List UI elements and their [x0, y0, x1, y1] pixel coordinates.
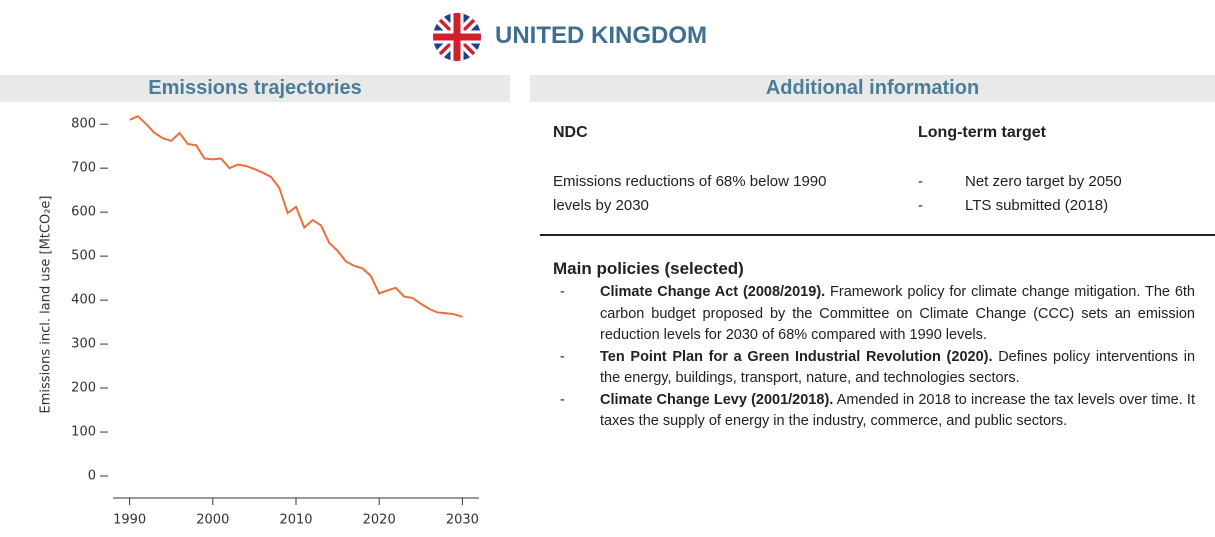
- lt-list: - Net zero target by 2050 - LTS submitted …: [918, 173, 1122, 214]
- policies-list: - Climate Change Act (2008/2019). Framewo…: [553, 282, 1195, 433]
- section-header: Additional information: [530, 75, 1215, 102]
- lt-item: LTS submitted (2018): [965, 197, 1109, 214]
- x-tick-label: 2000: [196, 513, 229, 528]
- y-tick-label: 200: [71, 381, 96, 396]
- x-tick-label: 1990: [113, 513, 146, 528]
- ndc-text: Emissions reductions of 68% below 1990 l…: [553, 173, 827, 214]
- policies-heading: Main policies (selected): [553, 259, 744, 278]
- y-tick-label: 600: [71, 205, 96, 220]
- y-axis-label: Emissions incl. land use [MtCO₂e]: [39, 196, 54, 414]
- divider: [540, 234, 1215, 236]
- lt-heading: Long-term target: [918, 124, 1046, 141]
- policy: - Climate Change Levy (2001/2018). Amende…: [560, 391, 1195, 430]
- y-tick-label: 800: [71, 117, 96, 132]
- y-tick-label: 400: [71, 293, 96, 308]
- policy-name: Climate Change Act (2008/2019).: [600, 284, 826, 300]
- x-tick-label: 2030: [446, 513, 479, 528]
- section-header: Emissions trajectories: [0, 75, 510, 102]
- policy-name: Ten Point Plan for a Green Industrial Re…: [600, 348, 993, 365]
- y-tick-label: 700: [71, 161, 96, 176]
- policy: - Climate Change Act (2008/2019). Framewo…: [560, 284, 1195, 343]
- y-tick-label: 300: [71, 337, 96, 352]
- flag: [433, 13, 481, 61]
- line: [129, 115, 463, 318]
- lt-item: Net zero target by 2050: [965, 173, 1122, 190]
- policy-text: Framework policy for climate change miti…: [600, 284, 1195, 343]
- ndc-heading: NDC: [553, 124, 588, 141]
- policy-name: Climate Change Levy (2001/2018).: [600, 391, 834, 408]
- x-tick-label: 2010: [279, 513, 312, 528]
- policy: - Ten Point Plan for a Green Industrial R…: [560, 348, 1196, 387]
- y-tick-label: 500: [71, 249, 96, 264]
- chart: 0 100 200 300 400 500 600 700 800 1990 2000 2010 202…: [39, 115, 479, 528]
- y-tick-label: 0: [88, 469, 96, 484]
- y-tick-label: 100: [71, 425, 96, 440]
- policy-text: Amended in 2018 to increase the tax leve…: [600, 391, 1195, 430]
- x-tick-label: 2020: [363, 513, 396, 528]
- title: UNITED KINGDOM: [495, 22, 707, 49]
- policy-text: Defines policy interventions in the ener…: [600, 348, 1196, 387]
